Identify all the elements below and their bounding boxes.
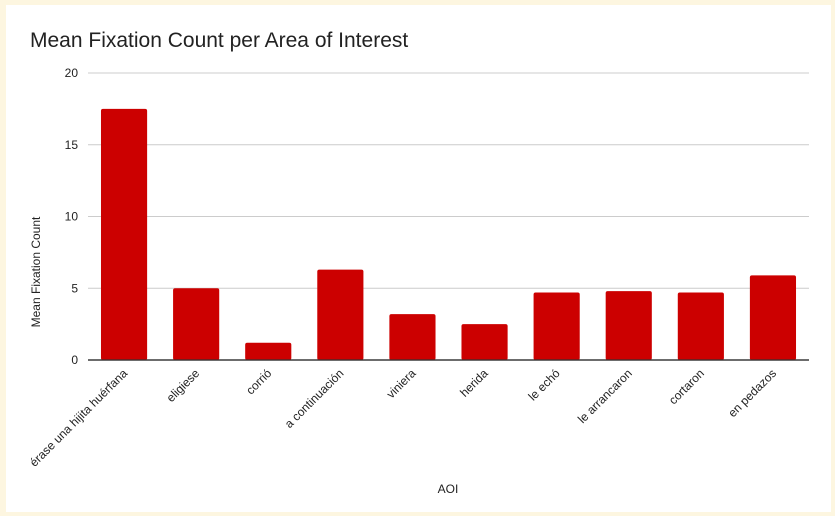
y-tick-labels: 0 5 10 15 20 [65,66,79,367]
chart-card: Mean Fixation Count per Area of Interest… [6,5,831,512]
bar-chart: 0 5 10 15 20 érase una hijita huérfana eligie… [27,66,809,496]
x-tick-label: le echó [526,366,563,403]
y-axis-title: Mean Fixation Count [29,216,43,327]
y-tick-label: 10 [65,210,79,224]
x-tick-label: a continuación [282,366,347,431]
x-tick-label: en pedazos [725,366,779,420]
bar [173,288,220,360]
y-tick-label: 20 [65,66,79,80]
x-tick-label: corrió [243,366,274,397]
bar [605,291,652,360]
x-tick-labels: érase una hijita huérfana eligiese corrió a… [27,366,779,470]
x-tick-label: cortaron [666,366,707,407]
bar [389,314,436,360]
x-tick-label: herida [457,366,491,400]
bar [100,108,148,360]
x-tick-label: le arrancaron [575,366,635,426]
y-tick-label: 0 [71,353,78,367]
x-tick-label: érase una hijita huérfana [27,366,131,470]
bar [749,275,797,360]
y-tick-label: 15 [65,138,79,152]
bar [317,269,364,360]
bar [677,292,724,360]
bars [88,108,809,361]
chart-title: Mean Fixation Count per Area of Interest [30,29,409,52]
bar [461,324,508,360]
bar [245,342,292,360]
bar [533,292,580,360]
x-tick-label: viniera [384,366,419,401]
y-tick-label: 5 [71,281,78,295]
x-tick-label: eligiese [164,366,203,405]
x-axis-title: AOI [438,482,459,496]
